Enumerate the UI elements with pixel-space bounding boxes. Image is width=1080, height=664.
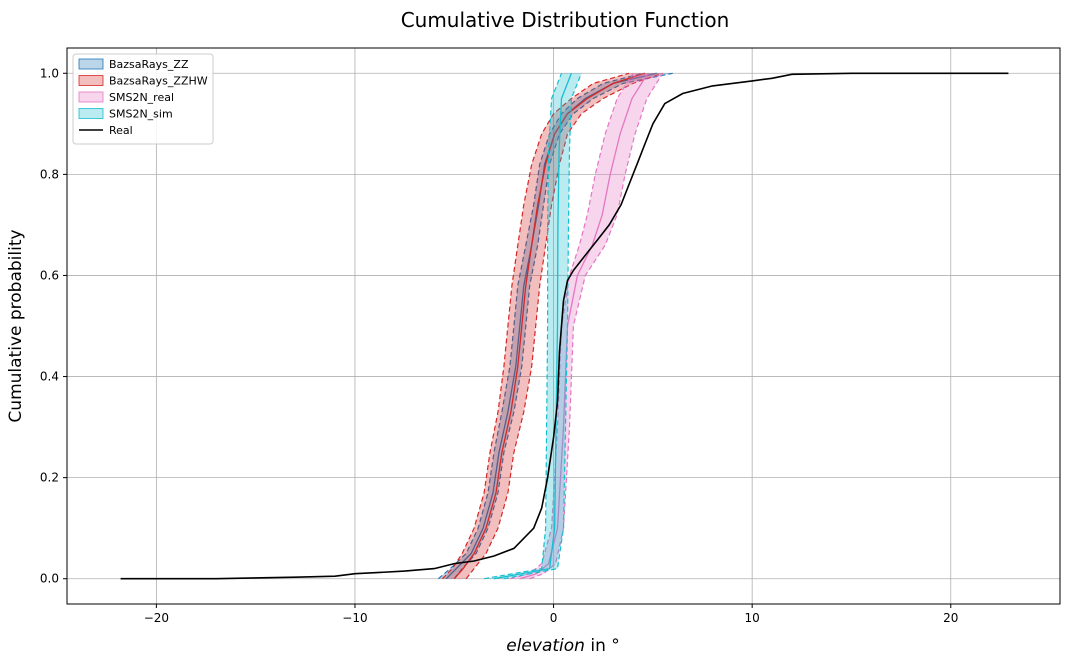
legend-swatch [78,91,104,103]
band-lower-bazsarays-zz [453,72,673,580]
y-tick-label: 0.6 [40,268,59,282]
y-tick-label: 0.4 [40,370,59,384]
series-real [120,72,1009,580]
band-upper-sms2n-real [509,72,634,580]
y-tick-label: 0.8 [40,167,59,181]
band-lower-sms2n-sim [503,73,582,580]
band-upper-sms2n-sim [483,73,563,580]
legend-box [72,53,214,145]
band-mean-sms2n-sim [493,73,573,580]
legend-swatch [78,75,104,86]
legend-label: BazsaRays_ZZ [109,58,189,71]
band-upper-bazsarays-zzhw [441,72,630,580]
real-layer [120,72,1009,580]
x-tick-label: 10 [745,611,760,625]
band-bazsarays-zzhw [442,73,663,579]
x-tick-label: −10 [342,611,367,625]
x-axis-label-italic: elevation [506,636,585,656]
x-tick-label: 0 [550,611,558,625]
x-axis-label: elevation in ° [506,636,620,656]
legend: BazsaRays_ZZ BazsaRays_ZZHW SMS2N_real SMS2… [72,53,214,145]
legend-label: SMS2N_sim [109,108,173,121]
y-axis-ticks: 0.0 0.2 0.4 0.6 0.8 1.0 [40,66,67,586]
legend-label: Real [109,124,133,137]
plot-frame [66,47,1061,605]
band-upper-bazsarays-zz [438,72,644,580]
x-axis-ticks: −20 −10 0 10 20 [144,604,958,625]
x-tick-label: 20 [943,611,958,625]
legend-swatch [78,58,104,70]
band-lower-bazsarays-zzhw [465,72,663,580]
legend-label: SMS2N_real [109,91,174,104]
band-lower-sms2n-real [529,72,664,580]
legend-label: BazsaRays_ZZHW [109,75,208,88]
x-tick-label: −20 [144,611,169,625]
x-axis-label-unit: in ° [585,636,620,656]
series-sms2n-sim [483,73,582,580]
bands-layer [438,72,673,580]
y-tick-label: 0.0 [40,572,59,586]
legend-swatch [78,108,104,119]
y-axis-label: Cumulative probability [6,229,26,422]
band-mean-sms2n-real [519,72,649,580]
y-tick-label: 1.0 [40,66,59,80]
series-sms2n-real [509,72,664,580]
chart-title: Cumulative Distribution Function [401,8,730,32]
band-sms2n-sim [484,73,582,579]
y-tick-label: 0.2 [40,471,59,485]
band-bazsarays-zz [438,73,673,579]
